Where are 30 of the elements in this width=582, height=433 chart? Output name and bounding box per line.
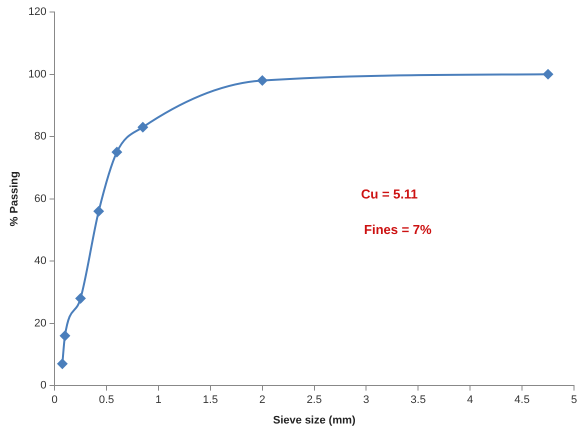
y-tick-label: 20 xyxy=(34,317,47,330)
point xyxy=(543,69,554,80)
point xyxy=(76,293,86,304)
point xyxy=(60,330,70,341)
x-axis-title: Sieve size (mm) xyxy=(273,414,356,426)
x-tick-label: 0 xyxy=(51,394,58,406)
point xyxy=(138,122,148,132)
x-tick-label: 3 xyxy=(363,394,370,406)
y-tick-label: 40 xyxy=(34,255,47,268)
y-tick-label: 100 xyxy=(28,68,47,80)
y-tick-label: 0 xyxy=(40,380,47,392)
x-tick-label: 3.5 xyxy=(410,394,426,406)
x-tick-label: 4.5 xyxy=(514,394,530,406)
x-tick-label: 2.5 xyxy=(306,394,322,406)
x-tick-label: 5 xyxy=(570,394,578,406)
point xyxy=(94,206,104,216)
point xyxy=(257,75,268,86)
x-tick-label: 1.5 xyxy=(202,394,218,406)
x-tick-label: 0.5 xyxy=(98,394,114,406)
y-tick-label: 60 xyxy=(34,192,47,205)
y-tick-label: 80 xyxy=(34,130,47,143)
x-tick-label: 1 xyxy=(155,394,162,406)
annotation: Cu = 5.11 xyxy=(361,186,418,202)
point xyxy=(112,147,122,158)
y-tick-label: 120 xyxy=(28,6,47,18)
y-axis-title: % Passing xyxy=(8,171,21,226)
x-tick-label: 4 xyxy=(467,394,474,406)
annotation: Fines = 7% xyxy=(364,222,432,238)
x-tick-label: 2 xyxy=(259,394,266,406)
point xyxy=(57,358,68,369)
